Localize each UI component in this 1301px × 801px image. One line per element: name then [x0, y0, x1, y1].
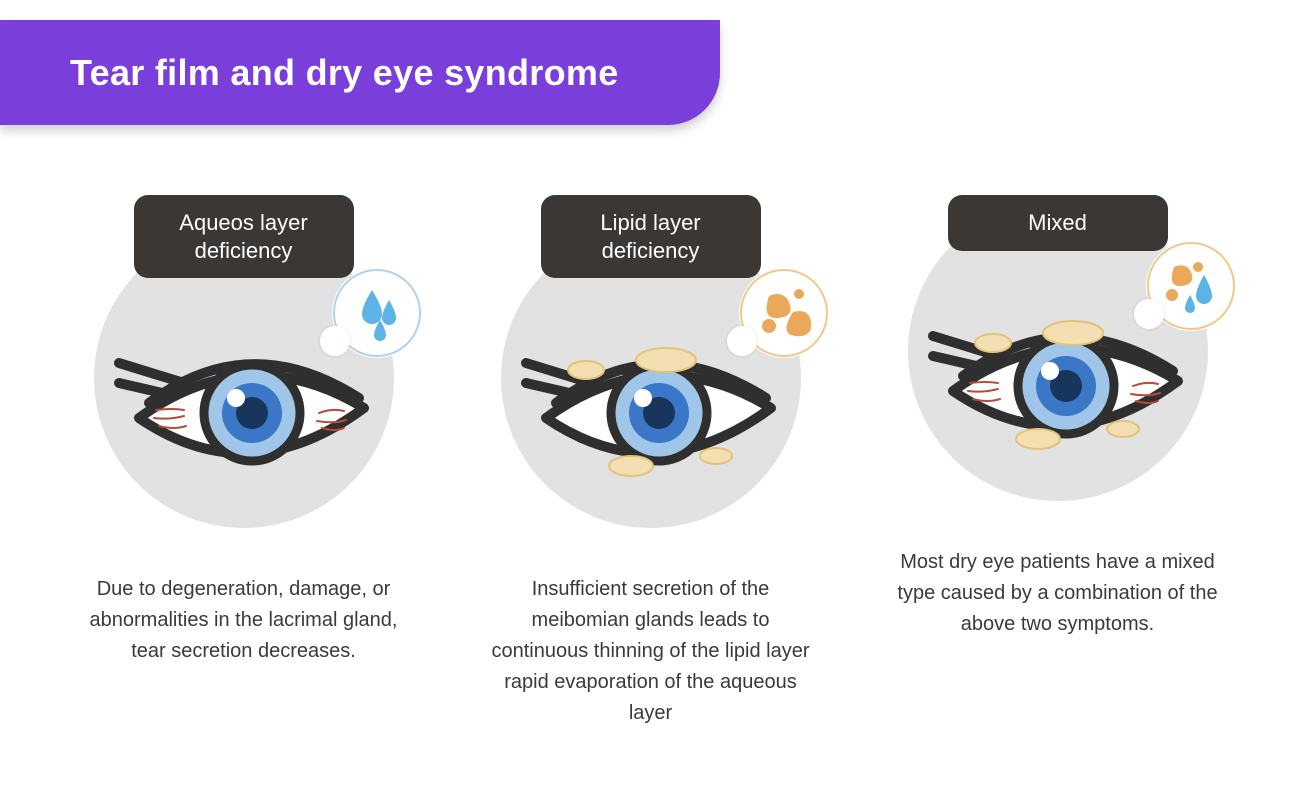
badge-small-circle — [1134, 299, 1164, 329]
card-description: Most dry eye patients have a mixed type … — [888, 547, 1228, 640]
card-label: Aqueos layerdeficiency — [134, 195, 354, 278]
card-lipid: Lipid layerdeficiency — [471, 195, 831, 729]
badge-small-circle — [727, 326, 757, 356]
card-description: Due to degeneration, damage, or abnormal… — [74, 574, 414, 667]
cards-row: Aqueos layerdeficiency — [0, 195, 1301, 729]
card-mixed: Mixed — [878, 195, 1238, 729]
badge-group — [332, 268, 422, 358]
card-label: Lipid layerdeficiency — [541, 195, 761, 278]
card-description: Insufficient secretion of the meibomian … — [481, 574, 821, 729]
badge-small-circle — [320, 326, 350, 356]
card-aqueous: Aqueos layerdeficiency — [64, 195, 424, 729]
badge-group — [1146, 241, 1236, 331]
title-banner: Tear film and dry eye syndrome — [0, 20, 720, 125]
card-label: Mixed — [948, 195, 1168, 251]
badge-group — [739, 268, 829, 358]
page-title: Tear film and dry eye syndrome — [70, 52, 619, 94]
